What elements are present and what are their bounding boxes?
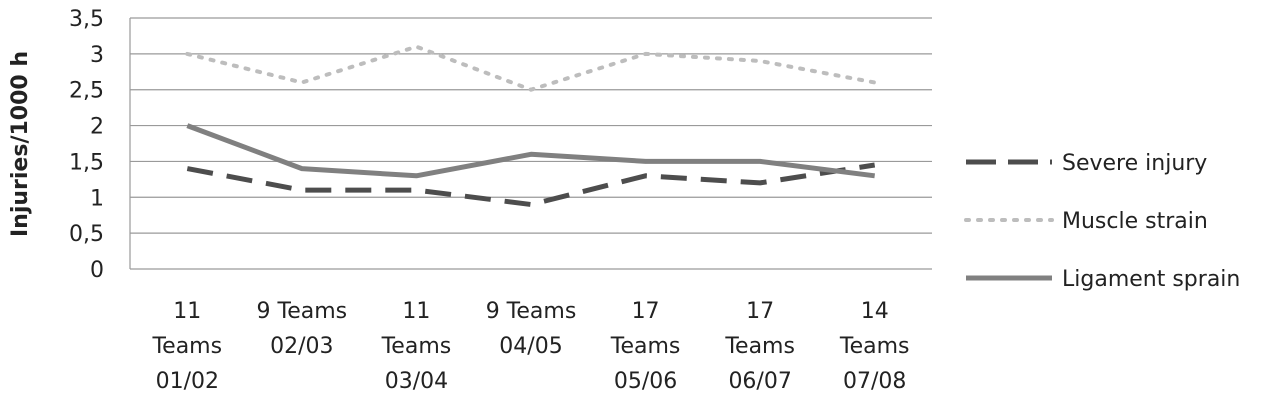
y-tick-label: 0,5 — [69, 222, 104, 247]
x-category-label-line: Teams — [151, 334, 222, 359]
x-category-label: 14 Teams 07/08 — [839, 299, 910, 394]
x-category-label: 11 Teams 01/02 — [151, 299, 222, 394]
x-category-label-line: 9 Teams — [257, 299, 348, 324]
legend: Severe injury Muscle strain Ligament sprai… — [964, 151, 1240, 292]
x-category-label-line: 02/03 — [270, 334, 333, 359]
gridlines — [129, 17, 932, 270]
x-category-label-line: 17 — [632, 299, 660, 324]
series-line-severe-injury — [186, 162, 876, 207]
y-tick-label: 0 — [90, 258, 104, 283]
x-category-label-line: Teams — [381, 334, 452, 359]
x-category-label: 11 Teams 03/04 — [381, 299, 452, 394]
x-category-label-line: 03/04 — [385, 369, 448, 394]
y-tick-label: 3,5 — [69, 7, 104, 32]
x-category-labels: 11 Teams 01/02 9 Teams 02/03 11 Teams 03/04 9 Te… — [151, 299, 909, 394]
series-line-muscle-strain — [185, 44, 877, 92]
x-category-label-line: 9 Teams — [486, 299, 577, 324]
x-category-label-line: Teams — [610, 334, 681, 359]
y-tick-label: 2,5 — [69, 79, 104, 104]
x-category-label-line: 01/02 — [156, 369, 219, 394]
x-category-label-line: 17 — [746, 299, 774, 324]
x-category-label-line: 11 — [402, 299, 430, 324]
x-category-label: 9 Teams 02/03 — [257, 299, 348, 359]
y-tick-label: 2 — [90, 115, 104, 140]
x-category-label-line: 14 — [861, 299, 889, 324]
x-category-label-line: 11 — [173, 299, 201, 324]
x-category-label-line: 04/05 — [499, 334, 562, 359]
y-axis-label: Injuries/1000 h — [8, 51, 33, 237]
y-tick-label: 3 — [90, 43, 104, 68]
x-category-label-line: Teams — [839, 334, 910, 359]
y-tick-label: 1 — [90, 186, 104, 211]
x-category-label-line: Teams — [724, 334, 795, 359]
legend-label: Muscle strain — [1062, 209, 1208, 234]
y-tick-labels: 0 0,5 1 1,5 2 2,5 3 3,5 — [69, 7, 104, 283]
x-category-label: 17 Teams 05/06 — [610, 299, 681, 394]
x-category-label: 17 Teams 06/07 — [724, 299, 795, 394]
legend-label: Severe injury — [1062, 151, 1207, 176]
x-category-label-line: 07/08 — [843, 369, 906, 394]
series-lines — [185, 44, 877, 207]
x-category-label-line: 06/07 — [728, 369, 791, 394]
legend-label: Ligament sprain — [1062, 267, 1240, 292]
x-category-label: 9 Teams 04/05 — [486, 299, 577, 359]
series-line-ligament-sprain — [186, 123, 876, 179]
x-category-label-line: 05/06 — [614, 369, 677, 394]
y-tick-label: 1,5 — [69, 150, 104, 175]
